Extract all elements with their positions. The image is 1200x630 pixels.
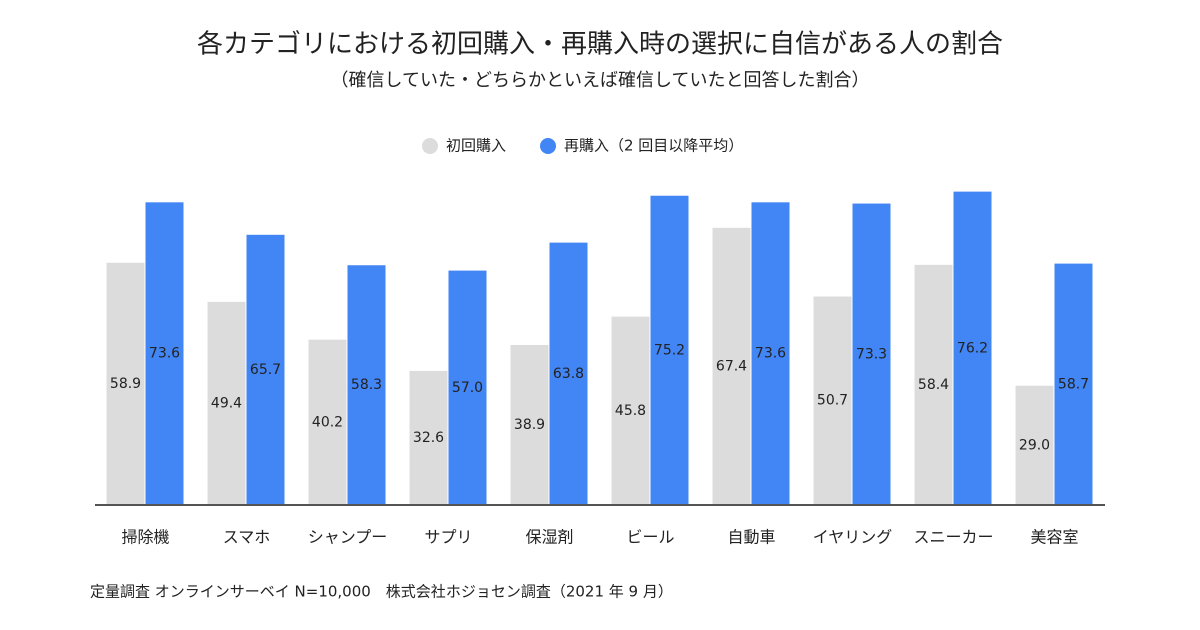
legend-swatch [422, 138, 438, 154]
value-label: 73.6 [755, 346, 786, 362]
value-label: 45.8 [615, 403, 646, 419]
value-label: 67.4 [716, 358, 747, 374]
value-label: 63.8 [553, 366, 584, 382]
value-label: 58.7 [1058, 376, 1089, 392]
bar [852, 203, 891, 505]
legend-label: 初回購入 [446, 137, 506, 155]
value-label: 29.0 [1019, 437, 1050, 453]
value-label: 58.4 [918, 377, 949, 393]
bar [914, 264, 953, 505]
value-label: 50.7 [817, 393, 848, 409]
value-label: 65.7 [250, 362, 281, 378]
bar [145, 202, 184, 505]
legend: 初回購入 再購入（2 回目以降平均） [422, 137, 743, 155]
value-label: 32.6 [413, 430, 444, 446]
legend-label: 再購入（2 回目以降平均） [564, 137, 743, 155]
chart-subtitle: （確信していた・どちらかといえば確信していたと回答した割合） [331, 70, 870, 91]
x-tick-label: 自動車 [727, 528, 775, 547]
value-label: 49.4 [211, 395, 242, 411]
x-tick-label: スニーカー [913, 528, 993, 547]
bar [1015, 385, 1054, 505]
value-label: 76.2 [957, 340, 988, 356]
bar [813, 296, 852, 505]
x-tick-label: シャンプー [308, 528, 388, 547]
bar [549, 242, 588, 505]
x-tick-label: 掃除機 [121, 528, 169, 547]
bar [246, 234, 285, 505]
x-tick-label: サプリ [424, 528, 472, 547]
value-label: 75.2 [654, 342, 685, 358]
value-label: 58.9 [110, 376, 141, 392]
value-label: 73.6 [149, 346, 180, 362]
x-tick-label: スマホ [223, 528, 271, 547]
legend-swatch [540, 138, 556, 154]
x-tick-label: イヤリング [813, 528, 893, 547]
bar [650, 195, 689, 506]
bar [347, 265, 386, 505]
chart-title: 各カテゴリにおける初回購入・再購入時の選択に自信がある人の割合 [197, 30, 1003, 60]
footnote: 定量調査 オンラインサーベイ N=10,000 株式会社ホジョセン調査（2021… [90, 583, 673, 601]
bar [712, 227, 751, 505]
bar [409, 370, 448, 505]
bar [953, 191, 992, 505]
value-label: 40.2 [312, 414, 343, 430]
bar [207, 301, 246, 505]
x-tick-label: 保湿剤 [525, 528, 573, 547]
value-label: 38.9 [514, 417, 545, 433]
bar [1054, 263, 1093, 505]
bar [106, 262, 145, 505]
x-tick-label: 美容室 [1030, 528, 1078, 547]
bar [308, 339, 347, 505]
value-label: 57.0 [452, 380, 483, 396]
x-tick-label: ビール [626, 528, 674, 547]
value-label: 73.3 [856, 346, 887, 362]
bar [510, 345, 549, 505]
bar [751, 202, 790, 505]
bar [611, 316, 650, 505]
value-label: 58.3 [351, 377, 382, 393]
bar [448, 270, 487, 505]
